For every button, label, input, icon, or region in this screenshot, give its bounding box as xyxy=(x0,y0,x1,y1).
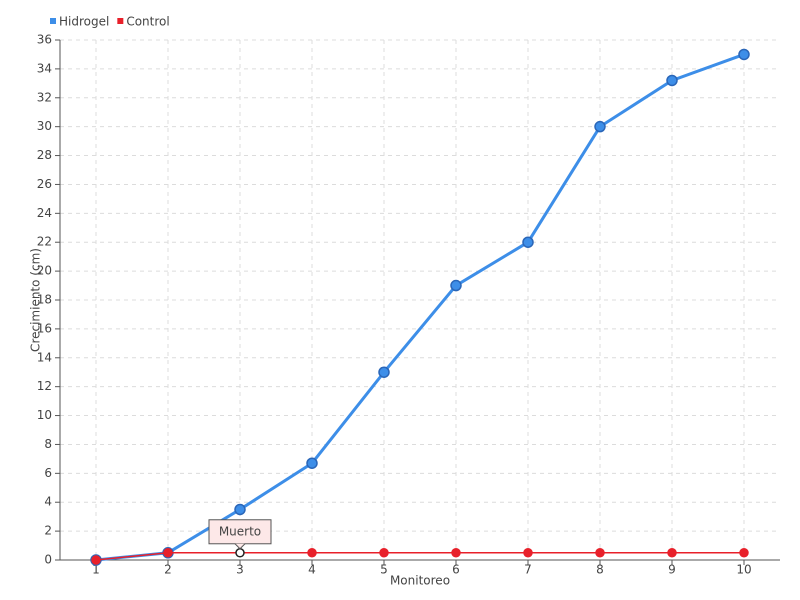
y-tick-label: 12 xyxy=(37,379,52,393)
x-tick-label: 1 xyxy=(92,563,100,577)
x-tick-label: 7 xyxy=(524,563,532,577)
legend-label: Control xyxy=(126,15,169,29)
data-point xyxy=(91,555,101,565)
x-tick-label: 8 xyxy=(596,563,604,577)
legend-swatch xyxy=(117,18,124,24)
data-point xyxy=(163,548,173,558)
y-tick-label: 4 xyxy=(44,495,52,509)
data-point xyxy=(522,236,534,248)
x-axis-label: Monitoreo xyxy=(390,574,450,588)
y-tick-label: 6 xyxy=(44,466,52,480)
y-tick-label: 18 xyxy=(37,293,52,307)
annotation-text: Muerto xyxy=(219,524,261,538)
y-tick-label: 26 xyxy=(37,177,52,191)
y-tick-label: 28 xyxy=(37,148,52,162)
data-point xyxy=(307,548,317,558)
data-point xyxy=(306,457,318,469)
data-point xyxy=(738,48,750,61)
x-tick-label: 5 xyxy=(380,563,388,577)
x-tick-label: 3 xyxy=(236,563,244,577)
annotation-box xyxy=(208,519,272,545)
x-tick-label: 10 xyxy=(736,563,751,577)
y-tick-label: 10 xyxy=(37,408,52,422)
series-line xyxy=(95,53,745,562)
data-point xyxy=(234,503,246,516)
y-tick-label: 36 xyxy=(37,33,52,47)
data-point xyxy=(523,548,533,558)
data-point xyxy=(378,366,390,378)
data-point xyxy=(666,74,678,87)
data-point xyxy=(235,548,245,558)
legend-swatch xyxy=(50,18,56,24)
y-tick-label: 24 xyxy=(37,206,52,220)
y-tick-label: 0 xyxy=(44,553,52,567)
data-point xyxy=(451,548,461,558)
x-tick-label: 9 xyxy=(668,563,676,577)
data-point xyxy=(379,548,389,558)
legend-label: Hidrogel xyxy=(59,15,109,29)
data-point xyxy=(667,548,677,558)
y-tick-label: 2 xyxy=(44,524,52,538)
x-tick-label: 4 xyxy=(308,563,316,577)
data-point xyxy=(594,120,606,133)
y-tick-label: 32 xyxy=(37,90,52,104)
series-line xyxy=(95,552,744,561)
y-tick-label: 30 xyxy=(37,119,52,133)
annotation-pointer xyxy=(234,543,246,550)
y-tick-label: 8 xyxy=(44,437,52,451)
y-tick-label: 20 xyxy=(37,264,52,278)
y-tick-label: 22 xyxy=(37,235,52,249)
y-tick-label: 14 xyxy=(37,350,52,364)
data-point xyxy=(739,548,749,558)
annotation: Muerto xyxy=(208,519,272,550)
data-point xyxy=(450,279,462,292)
y-tick-label: 34 xyxy=(37,61,52,75)
x-tick-label: 2 xyxy=(164,563,172,577)
data-point xyxy=(595,548,605,558)
y-axis-label: Crecimiento (cm) xyxy=(29,248,43,352)
x-tick-label: 6 xyxy=(452,563,460,577)
y-tick-label: 16 xyxy=(37,321,52,335)
